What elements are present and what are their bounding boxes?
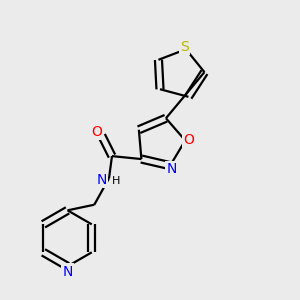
Text: O: O xyxy=(183,134,194,148)
Text: N: N xyxy=(167,162,177,176)
Text: N: N xyxy=(62,265,73,279)
Text: S: S xyxy=(180,40,189,54)
Text: N: N xyxy=(97,173,107,187)
Text: O: O xyxy=(91,125,102,139)
Text: H: H xyxy=(112,176,121,186)
